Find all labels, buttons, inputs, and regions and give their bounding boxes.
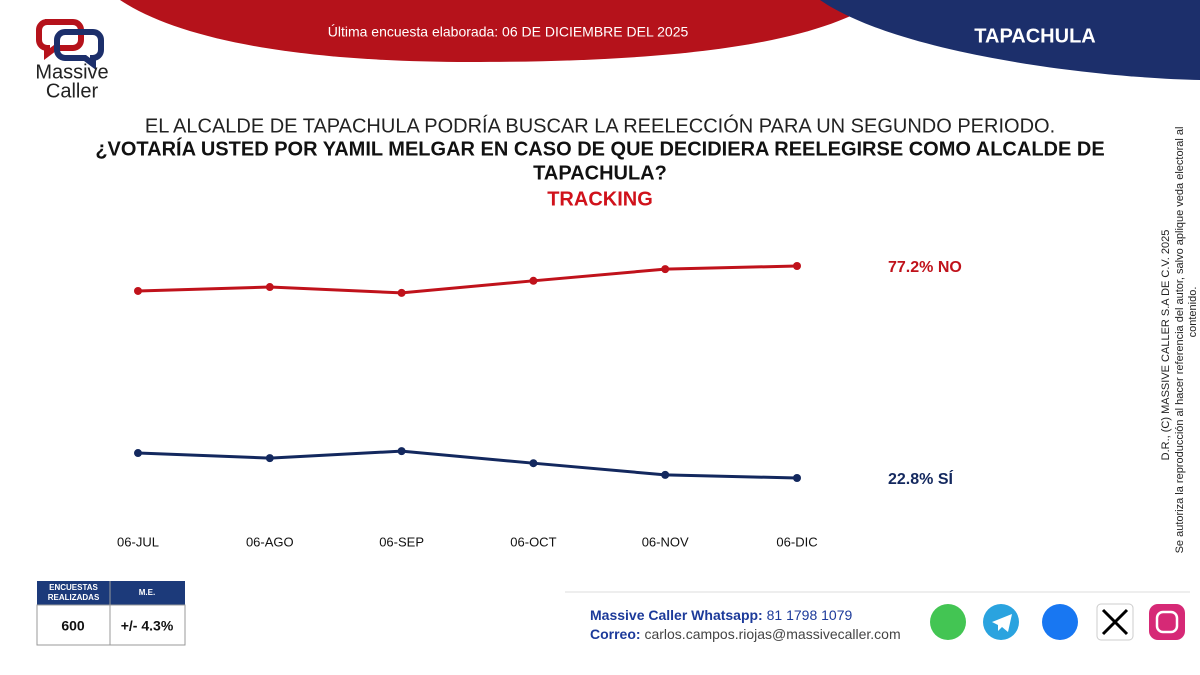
survey-date: Última encuesta elaborada: 06 DE DICIEMB… xyxy=(328,24,689,40)
value-label: 77.2% NO xyxy=(888,259,962,276)
instagram-icon[interactable] xyxy=(1149,604,1185,640)
x-tick-label: 06-DIC xyxy=(776,534,817,549)
header-red-band xyxy=(120,0,880,62)
point xyxy=(134,449,142,458)
side-note-line: D.R., (C) MASSIVE CALLER S.A DE C.V. 202… xyxy=(1160,230,1172,461)
series-line xyxy=(137,449,798,480)
social-icons xyxy=(930,603,1185,641)
logo: Massive Caller xyxy=(35,19,109,102)
subtitle: TRACKING xyxy=(547,188,653,210)
email-label: Correo: xyxy=(590,626,641,642)
value-label: 22.8% SÍ xyxy=(888,469,953,488)
table-header-text: M.E. xyxy=(139,588,155,597)
whatsapp-icon[interactable] xyxy=(930,604,966,640)
point xyxy=(661,265,670,274)
point xyxy=(134,286,142,295)
title-line: EL ALCALDE DE TAPACHULA PODRÍA BUSCAR LA… xyxy=(145,114,1055,137)
table-cell: +/- 4.3% xyxy=(121,618,174,634)
side-note-line: Se autoriza la reproducción al hacer ref… xyxy=(1174,127,1186,554)
x-tick-label: 06-OCT xyxy=(510,534,556,549)
table-header-cell: ENCUESTAS REALIZADAS xyxy=(47,583,100,602)
instagram-glyph xyxy=(1155,610,1179,634)
x-tick-label: 06-SEP xyxy=(379,534,424,549)
header-blue-band xyxy=(820,0,1200,80)
brand-line1: Massive xyxy=(35,61,108,83)
point xyxy=(793,262,801,270)
x-tick-label: 06-NOV xyxy=(642,534,689,549)
series-line xyxy=(137,264,798,295)
x-tick-label: 06-AGO xyxy=(246,534,294,549)
table-cell: 600 xyxy=(61,618,85,634)
brand-line2: Caller xyxy=(46,80,99,102)
table-header-bg xyxy=(37,581,185,605)
contact-line: Correo: carlos.campos.riojas@massivecall… xyxy=(590,626,901,642)
title-line: TAPACHULA? xyxy=(533,162,667,184)
x-glyph xyxy=(1101,608,1129,636)
title-line: ¿VOTARÍA USTED POR YAMIL MELGAR EN CASO … xyxy=(95,137,1104,160)
logo-bubble-blue xyxy=(54,29,104,70)
point xyxy=(397,288,406,297)
side-note: D.R., (C) MASSIVE CALLER S.A DE C.V. 202… xyxy=(1160,127,1199,554)
plot: 06-JUL 06-AGO 06-SEP 06-OCT 06-NOV 06-DIC 77.2… xyxy=(117,259,962,549)
whatsapp: 81 1798 1079 xyxy=(767,607,853,623)
point xyxy=(265,454,274,463)
telegram-glyph xyxy=(992,614,1012,632)
logo-bubble-red xyxy=(36,19,84,60)
place: TAPACHULA xyxy=(974,25,1095,47)
contact-line: Massive Caller Whatsapp: 81 1798 1079 xyxy=(590,607,852,623)
whatsapp-label: Massive Caller Whatsapp: xyxy=(590,607,763,623)
point xyxy=(529,276,538,285)
point xyxy=(793,474,801,482)
point xyxy=(397,447,406,456)
facebook-icon[interactable] xyxy=(1042,604,1078,640)
table-header-text: ENCUESTAS REALIZADAS xyxy=(47,583,100,602)
email: carlos.campos.riojas@massivecaller.com xyxy=(644,626,900,642)
point xyxy=(265,283,274,292)
x-tick-label: 06-JUL xyxy=(117,534,159,549)
side-note-line: contenido. xyxy=(1187,287,1199,338)
table-body-bg xyxy=(36,604,186,646)
point xyxy=(529,459,538,468)
point xyxy=(661,470,670,479)
survey-table: ENCUESTAS REALIZADAS M.E. 600 +/- 4.3% xyxy=(36,581,186,646)
